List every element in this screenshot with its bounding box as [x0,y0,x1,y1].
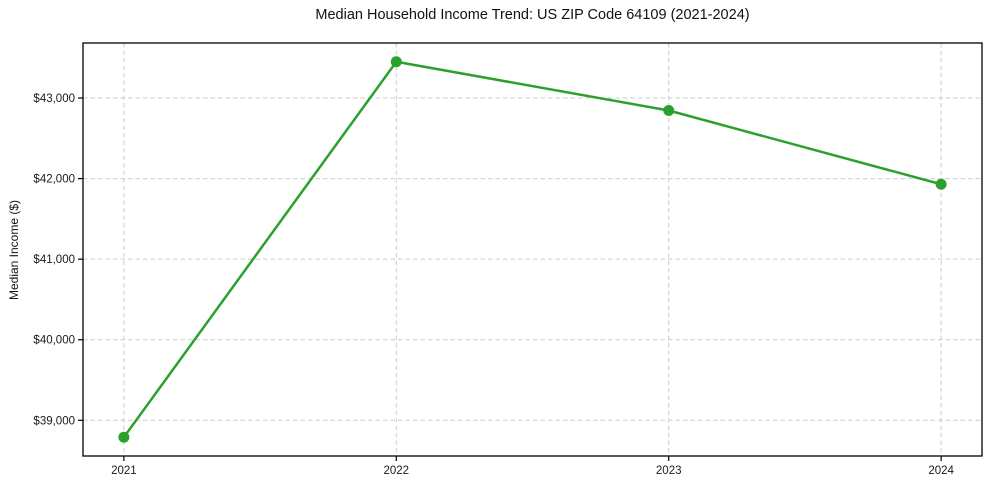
data-point-marker [663,105,675,117]
y-tick-label: $39,000 [33,415,75,427]
y-tick-label: $42,000 [33,174,75,186]
trend-line [122,60,943,439]
y-tick-label: $40,000 [33,335,75,347]
y-axis-label: Median Income ($) [7,199,21,301]
x-tick-label: 2024 [928,465,954,477]
y-tick-label: $41,000 [33,254,75,266]
data-point-marker [118,431,130,443]
y-tick-label: $43,000 [33,93,75,105]
x-tick-label: 2023 [656,465,682,477]
chart-title: Median Household Income Trend: US ZIP Co… [315,7,750,23]
data-point-marker [390,56,402,68]
plot-border [82,42,983,457]
data-point-marker [935,178,947,190]
x-tick-label: 2021 [111,465,137,477]
x-tick-label: 2022 [383,465,409,477]
